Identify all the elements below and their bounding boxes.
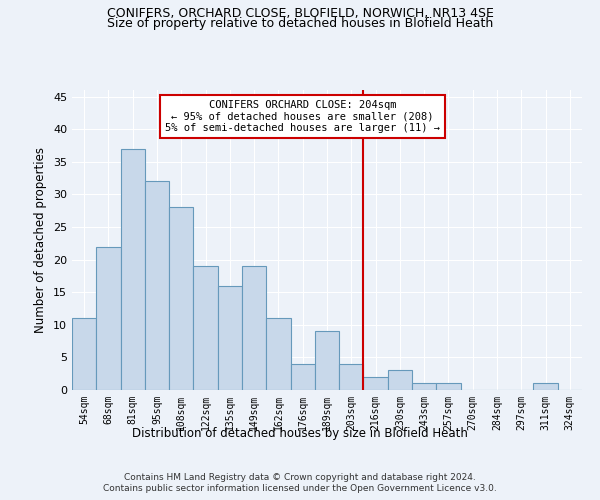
Text: CONIFERS ORCHARD CLOSE: 204sqm
← 95% of detached houses are smaller (208)
5% of : CONIFERS ORCHARD CLOSE: 204sqm ← 95% of … [165,100,440,133]
Bar [533,384,558,390]
Text: Distribution of detached houses by size in Blofield Heath: Distribution of detached houses by size … [132,428,468,440]
Text: CONIFERS, ORCHARD CLOSE, BLOFIELD, NORWICH, NR13 4SE: CONIFERS, ORCHARD CLOSE, BLOFIELD, NORWI… [107,8,493,20]
Bar [315,332,339,390]
Bar [436,384,461,390]
Bar [193,266,218,390]
Y-axis label: Number of detached properties: Number of detached properties [34,147,47,333]
Bar [145,182,169,390]
Bar [96,246,121,390]
Bar [242,266,266,390]
Bar [388,370,412,390]
Bar [121,148,145,390]
Text: Contains public sector information licensed under the Open Government Licence v3: Contains public sector information licen… [103,484,497,493]
Bar [218,286,242,390]
Text: Contains HM Land Registry data © Crown copyright and database right 2024.: Contains HM Land Registry data © Crown c… [124,472,476,482]
Bar [266,318,290,390]
Bar [72,318,96,390]
Text: Size of property relative to detached houses in Blofield Heath: Size of property relative to detached ho… [107,18,493,30]
Bar [290,364,315,390]
Bar [412,384,436,390]
Bar [364,377,388,390]
Bar [339,364,364,390]
Bar [169,208,193,390]
